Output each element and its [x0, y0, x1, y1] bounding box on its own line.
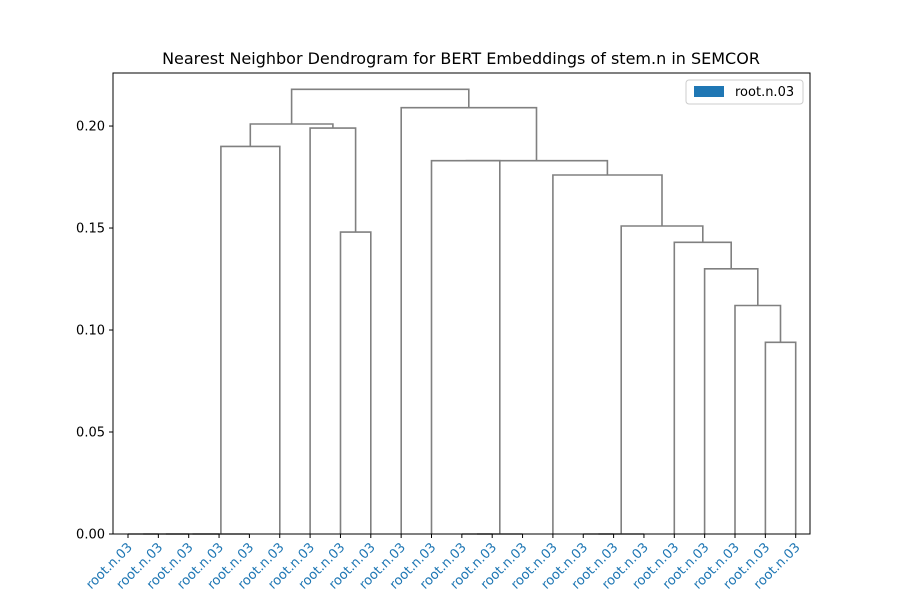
dendrogram-link-21: [290, 88, 470, 124]
y-tick-label-3: 0.15: [76, 222, 105, 237]
dendrogram-link-19: [465, 159, 609, 175]
legend: root.n.03: [685, 79, 804, 105]
y-axis: 0.00 0.05 0.10 0.15 0.20: [76, 120, 113, 543]
legend-swatch: [694, 86, 724, 97]
legend-label: root.n.03: [735, 85, 794, 100]
chart-title: Nearest Neighbor Dendrogram for BERT Emb…: [162, 49, 760, 68]
y-tick-label-2: 0.10: [76, 324, 105, 339]
y-tick-label-0: 0.00: [76, 528, 105, 543]
y-tick-label-1: 0.05: [76, 426, 105, 441]
y-tick-label-4: 0.20: [76, 120, 105, 135]
